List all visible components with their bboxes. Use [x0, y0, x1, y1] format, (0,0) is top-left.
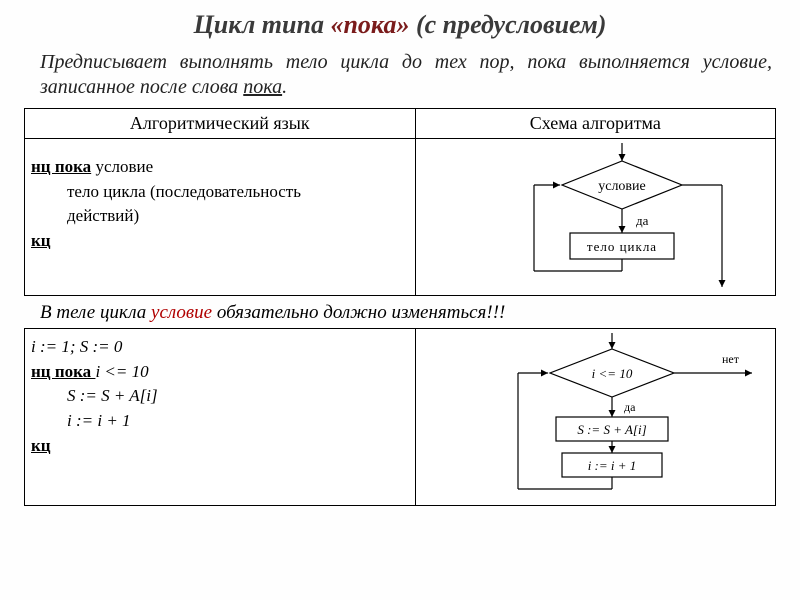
flow2-cond: i <= 10 — [591, 366, 632, 381]
flowchart1: условие да тело цикла — [422, 143, 770, 291]
flow1-yes: да — [636, 213, 649, 228]
note-red: условие — [151, 302, 212, 323]
algo2-kc: кц — [31, 436, 51, 455]
intro-text: Предписывает выполнять тело цикла до тех… — [40, 51, 772, 98]
flow2-body1: S := S + A[i] — [577, 422, 646, 437]
title-suffix: (с предусловием) — [409, 10, 606, 39]
algo2-l1: i := 1; S := 0 — [31, 337, 122, 356]
algo1-cond: условие — [91, 157, 153, 176]
algo1-nc: нц пока — [31, 157, 91, 176]
definition-table: Алгоритмический язык Схема алгоритма нц … — [24, 108, 776, 296]
algo1-l3: действий) — [31, 204, 409, 229]
algo2-l3: S := S + A[i] — [31, 384, 409, 409]
note-line: В теле цикла условие обязательно должно … — [0, 300, 800, 328]
algo2-nc: нц пока — [31, 362, 95, 381]
note-p1: В теле цикла — [40, 302, 151, 323]
flow2-no: нет — [722, 352, 740, 366]
flow1-body: тело цикла — [586, 239, 656, 254]
intro-underlined: пока — [243, 76, 282, 98]
algo-pseudocode: нц пока условие тело цикла (последовател… — [25, 139, 416, 296]
intro-paragraph: Предписывает выполнять тело цикла до тех… — [0, 46, 800, 108]
flowchart1-cell: условие да тело цикла — [415, 139, 775, 296]
algo1-l2: тело цикла (последовательность — [31, 180, 409, 205]
algo2-cond: i <= 10 — [95, 362, 148, 381]
algo2-l4: i := i + 1 — [31, 409, 409, 434]
flow2-yes: да — [624, 400, 636, 414]
algo1-kc: кц — [31, 231, 51, 250]
title-keyword: «пока» — [330, 10, 409, 39]
flowchart2: i <= 10 нет да S := S + A[i] i := i + 1 — [422, 333, 770, 501]
flow1-cond: условие — [598, 179, 646, 194]
page-title: Цикл типа «пока» (с предусловием) — [0, 0, 800, 46]
flowchart2-cell: i <= 10 нет да S := S + A[i] i := i + 1 — [415, 329, 775, 506]
note-p2: обязательно должно изменяться!!! — [212, 302, 505, 323]
col2-header: Схема алгоритма — [415, 109, 775, 139]
title-prefix: Цикл типа — [194, 10, 331, 39]
intro-end: . — [282, 76, 287, 98]
example-table: i := 1; S := 0 нц пока i <= 10 S := S + … — [24, 328, 776, 506]
col1-header: Алгоритмический язык — [25, 109, 416, 139]
algo2-pseudocode: i := 1; S := 0 нц пока i <= 10 S := S + … — [25, 329, 416, 506]
flow2-body2: i := i + 1 — [587, 458, 636, 473]
